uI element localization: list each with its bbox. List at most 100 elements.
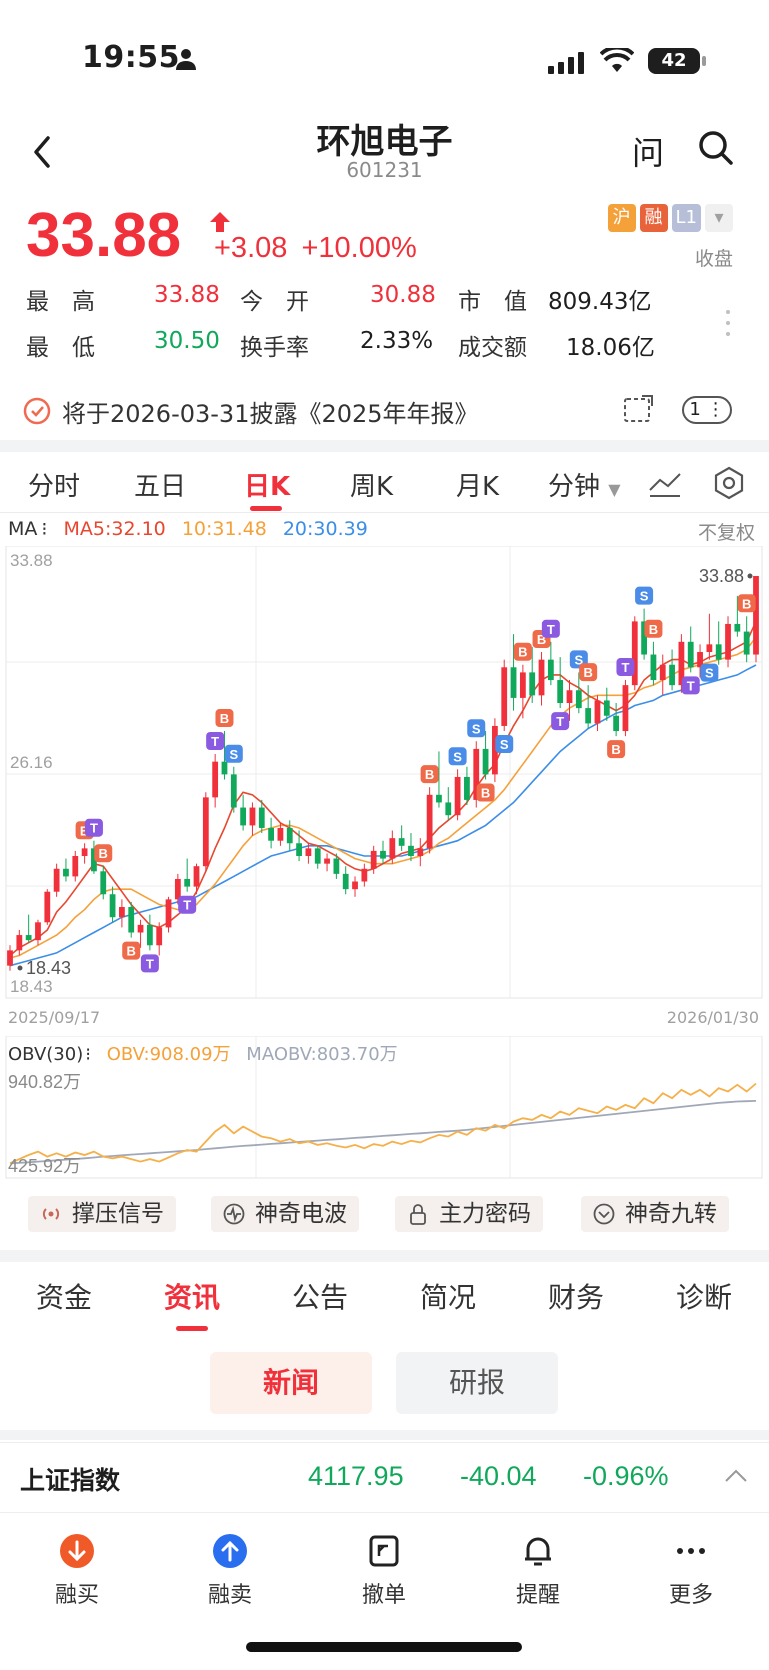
draw-line-icon[interactable] bbox=[648, 468, 682, 498]
main-force-code-button[interactable]: 主力密码 bbox=[395, 1196, 543, 1232]
chevron-up-icon[interactable] bbox=[724, 1467, 748, 1483]
magic-nine-button[interactable]: 神奇九转 bbox=[581, 1196, 729, 1232]
candle bbox=[482, 731, 489, 780]
candle bbox=[734, 595, 741, 637]
stock-code: 601231 bbox=[346, 158, 423, 182]
marker-badge bbox=[140, 954, 159, 973]
candle-body bbox=[417, 848, 424, 857]
stat-label: 最 低 bbox=[26, 335, 95, 361]
candle-body bbox=[342, 873, 349, 890]
tag-level1[interactable]: L1 bbox=[671, 204, 701, 232]
tab-profile[interactable]: 简况 bbox=[420, 1281, 477, 1314]
marker-label: S bbox=[472, 721, 481, 736]
obv-frame bbox=[5, 1036, 763, 1179]
index-change-pct: -0.96% bbox=[583, 1461, 669, 1491]
candle bbox=[436, 751, 442, 808]
signal-marker-t: T bbox=[178, 895, 197, 914]
candle-body bbox=[174, 878, 181, 900]
marker-badge bbox=[467, 719, 486, 738]
ma-menu-icon: ⁝ bbox=[41, 518, 48, 540]
cancel-order-icon bbox=[369, 1535, 399, 1567]
stat-label: 换手率 bbox=[240, 335, 309, 361]
obv-chart[interactable]: 940.82万 425.92万 bbox=[0, 1036, 769, 1180]
signal-marker-t: T bbox=[551, 712, 570, 731]
tool-label: 主力密码 bbox=[439, 1201, 531, 1227]
tab-intraday[interactable]: 分时 bbox=[28, 472, 81, 502]
magic-wave-button[interactable]: 神奇电波 bbox=[211, 1196, 359, 1232]
candle bbox=[240, 794, 247, 831]
ma-legend[interactable]: MA ⁝ MA5:32.10 10:31.48 20:30.39 bbox=[8, 518, 378, 540]
marker-label: S bbox=[574, 652, 583, 667]
adjust-mode[interactable]: 不复权 bbox=[697, 522, 755, 544]
back-icon[interactable] bbox=[28, 132, 56, 172]
candle bbox=[557, 657, 564, 709]
marker-badge bbox=[607, 740, 626, 759]
tag-dropdown-icon[interactable]: ▾ bbox=[705, 204, 733, 232]
tab-announcements[interactable]: 公告 bbox=[292, 1281, 349, 1314]
search-icon[interactable] bbox=[698, 130, 734, 166]
candle bbox=[202, 792, 209, 872]
marker-label: B bbox=[537, 632, 546, 647]
candle-body bbox=[426, 794, 433, 849]
signal-marker-t: T bbox=[681, 676, 700, 695]
section-divider bbox=[0, 1250, 769, 1262]
report-notice[interactable]: 将于2026-03-31披露《2025年年报》 1 ⋮ bbox=[0, 390, 769, 436]
tab-funds[interactable]: 资金 bbox=[36, 1281, 93, 1314]
tab-news-info[interactable]: 资讯 bbox=[164, 1281, 221, 1314]
tab-financials[interactable]: 财务 bbox=[548, 1281, 605, 1314]
candle bbox=[659, 654, 666, 696]
candle-body bbox=[547, 659, 554, 681]
signal-marker-t: T bbox=[206, 732, 225, 751]
document-icon[interactable] bbox=[622, 394, 654, 426]
tag-shanghai: 沪 bbox=[607, 204, 636, 232]
support-resistance-button[interactable]: 撑压信号 bbox=[28, 1196, 176, 1232]
candlestick-chart[interactable]: BTB TBTTBSBSSBSBBTTSBBTSBTSB33.8826.1618.… bbox=[0, 546, 769, 1002]
candle bbox=[221, 731, 228, 780]
candle-body bbox=[650, 654, 657, 681]
tab-weekly-k[interactable]: 周K bbox=[350, 472, 394, 502]
candle-body bbox=[538, 659, 545, 696]
tab-diagnosis[interactable]: 诊断 bbox=[676, 1281, 733, 1314]
tab-minute[interactable]: 分钟 ▼ bbox=[548, 466, 621, 503]
stat-row: 最 高 33.88 今 开 30.88 市 值 809.43亿 bbox=[26, 282, 716, 328]
subtab-news[interactable]: 新闻 bbox=[210, 1352, 372, 1414]
signal-marker-t: T bbox=[140, 954, 159, 973]
candle bbox=[370, 845, 377, 874]
ma5-line bbox=[9, 621, 757, 957]
index-ticker[interactable]: 上证指数 4117.95 -40.04 -0.96% bbox=[0, 1442, 769, 1512]
marker-label: T bbox=[621, 660, 629, 675]
subtab-research[interactable]: 研报 bbox=[396, 1352, 558, 1414]
marker-label: T bbox=[211, 734, 219, 749]
tab-five-day[interactable]: 五日 bbox=[134, 472, 187, 502]
candle-body bbox=[753, 576, 759, 655]
home-indicator bbox=[246, 1642, 522, 1652]
settings-icon[interactable] bbox=[712, 466, 746, 500]
ask-button[interactable]: 问 bbox=[632, 134, 665, 172]
candle-body bbox=[44, 891, 51, 923]
marker-label: T bbox=[90, 821, 98, 836]
bottom-label: 更多 bbox=[668, 1583, 713, 1608]
tab-monthly-k[interactable]: 月K bbox=[456, 472, 500, 502]
candle bbox=[137, 919, 144, 948]
candle bbox=[650, 641, 657, 686]
obv-legend[interactable]: OBV(30) ⁝ OBV:908.09万 MAOBV:803.70万 bbox=[8, 1040, 408, 1066]
marker-label: B bbox=[611, 742, 620, 757]
up-arrow-icon bbox=[210, 212, 230, 232]
marker-badge bbox=[541, 619, 560, 638]
candle bbox=[501, 659, 508, 732]
candle-body bbox=[594, 700, 601, 724]
more-vertical-icon[interactable] bbox=[726, 310, 730, 336]
signal-marker-b: B bbox=[476, 783, 495, 802]
candle-body bbox=[389, 838, 396, 859]
candle-body bbox=[286, 827, 293, 844]
price-label-mid: 26.16 bbox=[10, 753, 53, 772]
marker-badge bbox=[644, 619, 663, 638]
candle bbox=[314, 845, 321, 869]
marker-label: B bbox=[583, 665, 592, 680]
notice-count-badge[interactable]: 1 ⋮ bbox=[682, 396, 732, 424]
candle bbox=[342, 866, 349, 895]
candle bbox=[408, 833, 414, 862]
candle-body bbox=[408, 845, 414, 857]
tab-daily-k[interactable]: 日K bbox=[244, 472, 291, 502]
candle-body bbox=[473, 748, 480, 800]
